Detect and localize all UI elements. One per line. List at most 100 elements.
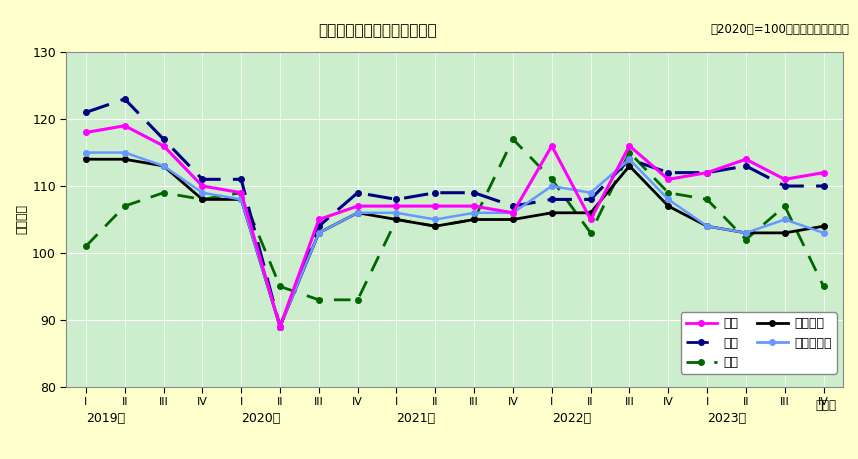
Text: 2019年: 2019年 [86, 412, 125, 425]
出荷 [314, 224, 324, 229]
在庫 [780, 203, 790, 209]
関東局生産 [81, 150, 91, 155]
生産 [547, 143, 557, 149]
全国生産 [469, 217, 480, 222]
出荷 [81, 110, 91, 115]
全国生産 [159, 163, 169, 169]
関東局生産 [159, 163, 169, 169]
関東局生産 [119, 150, 130, 155]
出荷 [430, 190, 440, 196]
在庫 [391, 217, 402, 222]
出荷 [663, 170, 674, 175]
関東局生産 [663, 196, 674, 202]
生産 [275, 324, 285, 330]
関東局生産 [740, 230, 751, 235]
全国生産 [275, 324, 285, 330]
全国生産 [780, 230, 790, 235]
在庫 [819, 284, 829, 289]
全国生産 [353, 210, 363, 216]
出荷 [780, 183, 790, 189]
全国生産 [119, 157, 130, 162]
在庫 [119, 203, 130, 209]
全国生産 [625, 163, 635, 169]
全国生産 [236, 196, 246, 202]
生産 [663, 177, 674, 182]
関東局生産 [353, 210, 363, 216]
生産 [353, 203, 363, 209]
在庫 [159, 190, 169, 196]
Line: 在庫: 在庫 [83, 136, 826, 302]
在庫 [430, 224, 440, 229]
Text: 2021年: 2021年 [396, 412, 436, 425]
生産 [625, 143, 635, 149]
在庫 [625, 150, 635, 155]
出荷 [508, 203, 518, 209]
Text: 製造工業指数の四半期別推移: 製造工業指数の四半期別推移 [318, 23, 437, 38]
Text: 2022年: 2022年 [552, 412, 591, 425]
関東局生産 [391, 210, 402, 216]
在庫 [275, 284, 285, 289]
生産 [430, 203, 440, 209]
在庫 [508, 136, 518, 142]
在庫 [81, 244, 91, 249]
出荷 [197, 177, 208, 182]
全国生産 [508, 217, 518, 222]
関東局生産 [625, 157, 635, 162]
生産 [585, 217, 595, 222]
在庫 [740, 237, 751, 242]
在庫 [663, 190, 674, 196]
生産 [819, 170, 829, 175]
在庫 [547, 177, 557, 182]
全国生産 [81, 157, 91, 162]
生産 [469, 203, 480, 209]
出荷 [469, 190, 480, 196]
出荷 [391, 196, 402, 202]
全国生産 [702, 224, 712, 229]
在庫 [702, 196, 712, 202]
生産 [197, 183, 208, 189]
全国生産 [585, 210, 595, 216]
関東局生産 [508, 210, 518, 216]
関東局生産 [780, 217, 790, 222]
出荷 [702, 170, 712, 175]
生産 [391, 203, 402, 209]
関東局生産 [314, 230, 324, 235]
出荷 [625, 157, 635, 162]
関東局生産 [819, 230, 829, 235]
全国生産 [547, 210, 557, 216]
在庫 [314, 297, 324, 302]
出荷 [275, 324, 285, 330]
在庫 [197, 196, 208, 202]
出荷 [236, 177, 246, 182]
出荷 [547, 196, 557, 202]
全国生産 [430, 224, 440, 229]
生産 [159, 143, 169, 149]
関東局生産 [585, 190, 595, 196]
関東局生産 [430, 217, 440, 222]
出荷 [353, 190, 363, 196]
関東局生産 [197, 190, 208, 196]
生産 [740, 157, 751, 162]
関東局生産 [702, 224, 712, 229]
関東局生産 [547, 183, 557, 189]
関東局生産 [275, 324, 285, 330]
在庫 [236, 190, 246, 196]
Line: 全国生産: 全国生産 [83, 157, 826, 330]
在庫 [353, 297, 363, 302]
Text: 2023年: 2023年 [707, 412, 746, 425]
Line: 出荷: 出荷 [83, 96, 826, 330]
出荷 [819, 183, 829, 189]
出荷 [119, 96, 130, 102]
全国生産 [197, 196, 208, 202]
生産 [508, 210, 518, 216]
Text: 2020年: 2020年 [241, 412, 281, 425]
関東局生産 [236, 196, 246, 202]
全国生産 [663, 203, 674, 209]
生産 [780, 177, 790, 182]
出荷 [585, 196, 595, 202]
全国生産 [740, 230, 751, 235]
出荷 [740, 163, 751, 169]
Legend: 生産, 出荷, 在庫, 全国生産, 関東局生産: 生産, 出荷, 在庫, 全国生産, 関東局生産 [680, 313, 837, 374]
生産 [314, 217, 324, 222]
全国生産 [819, 224, 829, 229]
